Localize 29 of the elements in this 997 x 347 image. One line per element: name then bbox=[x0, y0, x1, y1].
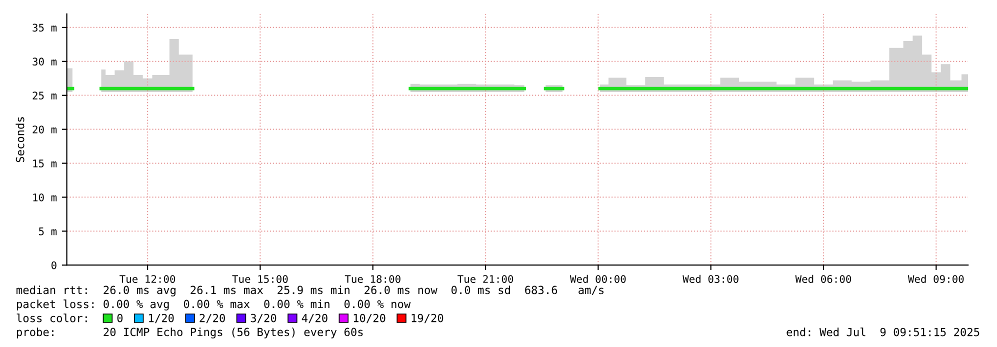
x-tick-label: Wed 09:00 bbox=[908, 274, 964, 283]
text: probe: 20 ICMP Echo Pings (56 Bytes) every 60s bbox=[16, 328, 363, 338]
legend-title: loss color: bbox=[16, 314, 87, 322]
x-tick-label: Tue 15:00 bbox=[232, 275, 288, 283]
y-axis-title: Seconds bbox=[16, 117, 24, 162]
x-tick-label: Wed 03:00 bbox=[682, 274, 738, 283]
x-tick-label: Tue 12:00 bbox=[120, 275, 176, 283]
x-tick-label: Tue 21:00 bbox=[458, 275, 514, 283]
y-tick-label: 35 m bbox=[32, 24, 57, 32]
y-tick-label: 0 bbox=[51, 261, 56, 270]
y-tick-label: 25 m bbox=[32, 92, 57, 100]
legend-label: 10/20 bbox=[354, 314, 386, 324]
x-tick-label: Wed 00:00 bbox=[570, 274, 626, 283]
y-tick-label: 15 m bbox=[33, 160, 57, 168]
y-tick-label: 30 m bbox=[32, 58, 57, 66]
legend-label: 3/20 bbox=[250, 314, 276, 324]
text: packet loss: 0.00 % avg 0.00 % max 0.00 % min 0.00 % now bbox=[16, 300, 411, 310]
text: end: Wed Jul 9 09:51:15 2025 bbox=[786, 328, 980, 336]
legend-label: 2/20 bbox=[200, 314, 225, 324]
y-tick-label: 5 m bbox=[38, 228, 57, 236]
x-tick-label: Tue 18:00 bbox=[344, 275, 400, 283]
legend-label: 0 bbox=[117, 314, 123, 322]
legend-label: 19/20 bbox=[412, 314, 444, 324]
y-tick-label: 20 m bbox=[32, 126, 57, 134]
text: median rtt: 26.0 ms avg 26.1 ms max 25.9 ms min 26.0 ms now 0.0 ms sd 683.6 am/s bbox=[16, 286, 604, 296]
legend-label: 4/20 bbox=[302, 314, 328, 324]
legend-label: 1/20 bbox=[149, 314, 174, 324]
x-tick-label: Wed 06:00 bbox=[795, 274, 852, 283]
y-tick-label: 10 m bbox=[33, 193, 57, 202]
